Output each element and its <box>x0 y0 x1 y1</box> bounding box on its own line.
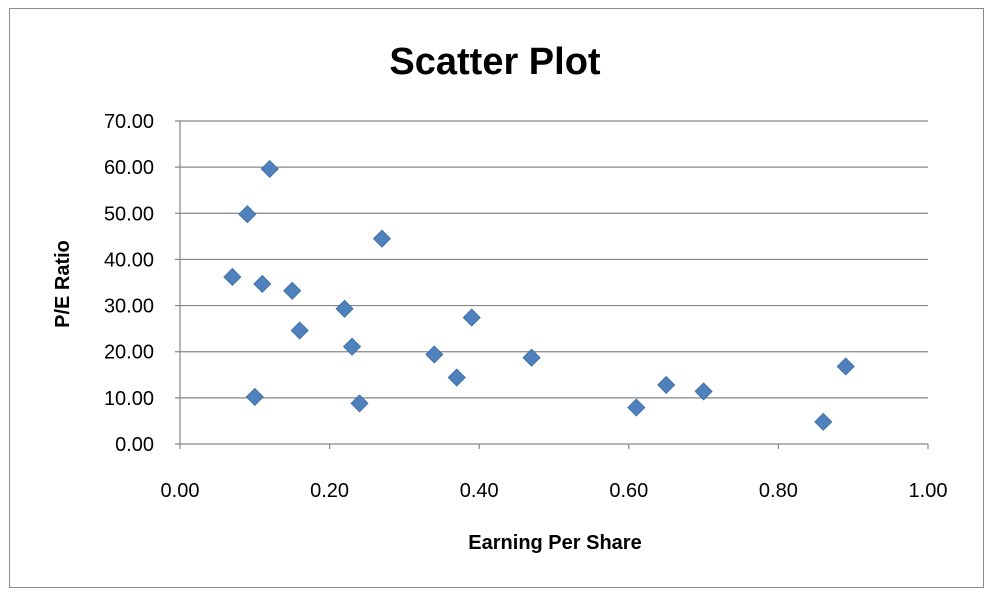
y-tick-label: 70.00 <box>104 111 154 133</box>
data-point <box>657 375 676 395</box>
data-point <box>350 394 369 413</box>
data-point <box>694 382 713 401</box>
y-axis-title: P/E Ratio <box>52 240 74 328</box>
x-tick-label: 0.40 <box>460 480 499 502</box>
data-point <box>335 299 354 318</box>
y-axis-tick-labels: 0.00 10.00 20.00 30.00 40.00 50.00 60.00 70.00 <box>104 111 154 456</box>
y-tick-label: 30.00 <box>104 296 154 318</box>
x-tick-label: 1.00 <box>909 480 948 502</box>
data-point <box>425 345 444 364</box>
data-point <box>253 274 272 293</box>
data-point <box>238 205 257 224</box>
data-points <box>223 159 855 431</box>
axes <box>175 120 929 449</box>
data-point <box>245 387 264 406</box>
y-tick-label: 10.00 <box>104 388 154 410</box>
y-tick-label: 60.00 <box>104 157 154 179</box>
data-point <box>447 368 466 387</box>
data-point <box>260 159 279 179</box>
x-axis-tick-labels: 0.00 0.20 0.40 0.60 0.80 1.00 <box>161 480 948 502</box>
data-point <box>462 308 481 327</box>
data-point <box>522 348 541 367</box>
data-point <box>290 321 309 340</box>
gridlines <box>180 120 928 399</box>
y-tick-label: 0.00 <box>115 434 154 456</box>
data-point <box>283 281 302 300</box>
chart-title: Scatter Plot <box>389 41 601 83</box>
y-tick-label: 20.00 <box>104 342 154 364</box>
x-tick-label: 0.00 <box>161 480 200 502</box>
y-tick-label: 40.00 <box>104 249 154 271</box>
data-point <box>836 357 855 376</box>
data-point <box>342 337 362 356</box>
y-tick-label: 50.00 <box>104 203 154 225</box>
data-point <box>627 398 646 417</box>
x-tick-label: 0.60 <box>609 480 648 502</box>
x-tick-label: 0.80 <box>759 480 798 502</box>
data-point <box>814 412 833 431</box>
data-point <box>223 267 242 287</box>
x-tick-label: 0.20 <box>310 480 349 502</box>
x-axis-title: Earning Per Share <box>468 532 641 554</box>
data-point <box>372 229 392 248</box>
chart-frame <box>9 8 984 588</box>
